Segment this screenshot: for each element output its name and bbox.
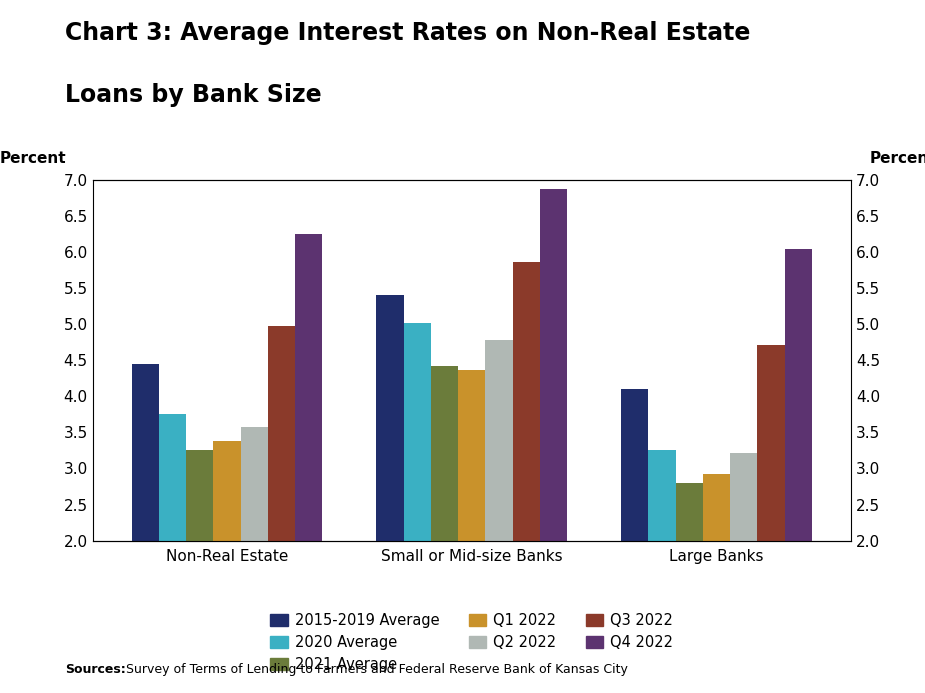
Text: Loans by Bank Size: Loans by Bank Size [65,83,321,107]
Bar [376,295,403,685]
Bar [758,344,784,685]
Bar [186,450,214,685]
Text: Sources:: Sources: [65,663,126,676]
Bar [268,326,295,685]
Bar [403,323,431,685]
Bar [540,188,567,685]
Bar [240,427,268,685]
Bar [458,371,486,685]
Bar [295,234,323,685]
Text: Percent: Percent [870,151,925,166]
Bar [159,414,186,685]
Bar [730,453,758,685]
Legend: 2015-2019 Average, 2020 Average, 2021 Average, Q1 2022, Q2 2022, Q3 2022, Q4 202: 2015-2019 Average, 2020 Average, 2021 Av… [270,613,673,672]
Bar [431,366,458,685]
Bar [512,262,540,685]
Bar [621,389,648,685]
Bar [648,450,675,685]
Bar [703,474,730,685]
Bar [486,340,512,685]
Text: Survey of Terms of Lending to Farmers and Federal Reserve Bank of Kansas City: Survey of Terms of Lending to Farmers an… [122,663,628,676]
Bar [784,249,812,685]
Bar [131,364,159,685]
Text: Chart 3: Average Interest Rates on Non-Real Estate: Chart 3: Average Interest Rates on Non-R… [65,21,750,45]
Bar [675,483,703,685]
Bar [214,441,240,685]
Text: Percent: Percent [0,151,67,166]
